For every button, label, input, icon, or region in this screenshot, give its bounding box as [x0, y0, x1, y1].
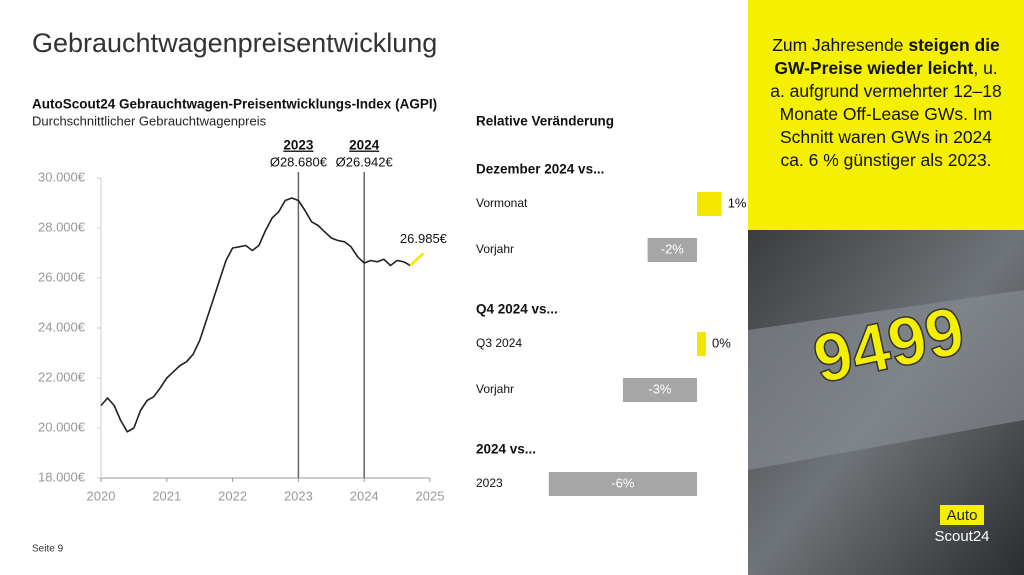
bar: [548, 472, 697, 496]
value-label: 0%: [712, 335, 731, 350]
line-series: [409, 252, 425, 267]
bar: [697, 192, 722, 216]
sidebar-segment: , u. a. aufgrund vermehrter 12–18 Monate…: [770, 58, 1002, 170]
sidebar-segment: steigen die GW-Preise wieder leicht: [774, 35, 1000, 78]
line-series: [100, 197, 411, 433]
y-tick-label: 30.000€: [38, 169, 86, 184]
value-label: 1%: [728, 195, 747, 210]
category-label: Vormonat: [476, 196, 528, 210]
bar: [697, 332, 706, 356]
category-label: Q3 2024: [476, 336, 522, 350]
sidebar-text: Zum Jahresende steigen die GW-Preise wie…: [766, 34, 1006, 172]
value-label: -3%: [648, 381, 672, 396]
marker-average: Ø26.942€: [336, 154, 394, 169]
y-tick-label: 20.000€: [38, 419, 86, 434]
y-tick-label: 26.000€: [38, 269, 86, 284]
end-label: 26.985€: [400, 231, 448, 246]
x-tick-label: 2024: [350, 488, 379, 503]
marker-label: 2024: [349, 138, 380, 153]
y-tick-label: 22.000€: [38, 369, 86, 384]
group-title: 2024 vs...: [476, 442, 536, 457]
page-title: Gebrauchtwagenpreisentwicklung: [32, 28, 437, 58]
sidebar-segment: Zum Jahresende: [772, 35, 909, 55]
x-tick-label: 2023: [284, 488, 313, 503]
value-label: -2%: [661, 241, 685, 256]
logo-text: Scout24: [934, 528, 989, 545]
y-tick-label: 24.000€: [38, 319, 86, 334]
x-tick-label: 2020: [87, 488, 116, 503]
group-title: Q4 2024 vs...: [476, 302, 558, 317]
category-label: Vorjahr: [476, 242, 514, 256]
sidebar: Zum Jahresende steigen die GW-Preise wie…: [748, 0, 1024, 230]
bar: [647, 238, 697, 262]
group-title: Dezember 2024 vs...: [476, 162, 604, 177]
category-label: Vorjahr: [476, 382, 514, 396]
bar-chart-title: Relative Veränderung: [476, 114, 614, 129]
page-number: Seite 9: [32, 544, 64, 555]
marker-label: 2023: [283, 138, 314, 153]
chart-title: AutoScout24 Gebrauchtwagen-Preisentwickl…: [32, 97, 437, 112]
value-label: -6%: [611, 475, 635, 490]
chart-subtitle: Durchschnittlicher Gebrauchtwagenpreis: [32, 113, 267, 128]
x-tick-label: 2022: [218, 488, 247, 503]
bar: [622, 378, 697, 402]
category-label: 2023: [476, 476, 503, 490]
x-tick-label: 2025: [416, 488, 445, 503]
marker-average: Ø28.680€: [270, 154, 328, 169]
windshield: [748, 290, 1024, 470]
x-tick-label: 2021: [152, 488, 181, 503]
logo-box: [940, 505, 984, 525]
y-tick-label: 18.000€: [38, 469, 86, 484]
logo-text: Auto: [947, 507, 978, 524]
y-tick-label: 28.000€: [38, 219, 86, 234]
